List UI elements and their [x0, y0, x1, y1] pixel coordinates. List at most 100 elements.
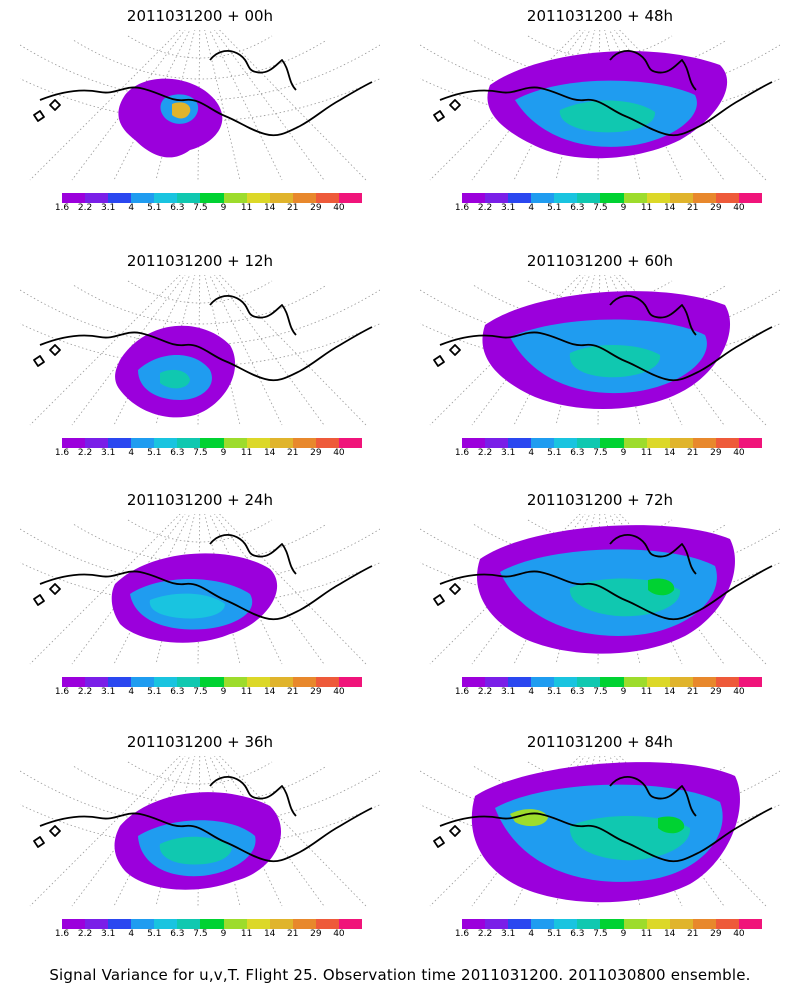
colorbar-segment — [669, 438, 694, 448]
colorbar-tick-label: 5.1 — [147, 448, 162, 458]
colorbar-segment — [554, 677, 578, 687]
colorbar-tick-label: 29 — [310, 448, 322, 458]
colorbar-tick-label: 21 — [687, 203, 699, 213]
polar-map — [20, 275, 380, 426]
panel-title: 2011031200 + 00h — [126, 7, 274, 25]
coastline — [433, 49, 773, 137]
polar-map — [20, 756, 380, 907]
colorbar-segment — [485, 919, 509, 929]
colorbar-segment — [646, 919, 671, 929]
colorbar-tick-label: 21 — [687, 687, 699, 697]
colorbar-tick-label: 1.6 — [454, 448, 470, 458]
colorbar-segment — [554, 438, 578, 448]
colorbar-segment — [131, 677, 155, 687]
colorbar-segment — [623, 677, 648, 687]
colorbar-tick-label: 29 — [710, 929, 722, 939]
colorbar-segment — [715, 438, 740, 448]
colorbar-segment — [669, 193, 694, 203]
colorbar-tick-label: 29 — [710, 687, 722, 697]
panel-title: 2011031200 + 60h — [526, 252, 674, 270]
colorbar-segment — [669, 677, 694, 687]
colorbar-segment — [246, 919, 271, 929]
colorbar-segment — [108, 438, 132, 448]
colorbar — [462, 438, 763, 448]
colorbar-segment — [131, 919, 155, 929]
colorbar-tick-label: 5.1 — [547, 448, 562, 458]
colorbar-segment — [485, 438, 509, 448]
colorbar-segment — [508, 438, 532, 448]
coastline — [33, 533, 373, 621]
colorbar-tick-label: 11 — [240, 687, 253, 697]
variance-contour — [172, 102, 191, 119]
colorbar-tick-label: 9 — [620, 203, 627, 213]
panel-title: 2011031200 + 36h — [126, 733, 274, 751]
colorbar-tick-label: 40 — [333, 929, 345, 939]
polar-map — [20, 514, 380, 665]
panel-title: 2011031200 + 72h — [526, 491, 674, 509]
colorbar-tick-label: 2.2 — [77, 203, 93, 213]
colorbar-tick-label: 2.2 — [477, 203, 493, 213]
variance-field — [111, 553, 278, 643]
colorbar-tick-label: 6.3 — [570, 203, 585, 213]
colorbar-segment — [600, 919, 625, 929]
coastline — [433, 775, 773, 863]
variance-field — [487, 51, 728, 159]
colorbar-segment — [600, 438, 625, 448]
colorbar-tick-label: 6.3 — [170, 203, 185, 213]
colorbar-tick-label: 9 — [620, 687, 627, 697]
colorbar-tick-label: 1.6 — [54, 203, 70, 213]
colorbar — [62, 438, 363, 448]
graticule — [20, 275, 380, 426]
colorbar-segment — [577, 438, 601, 448]
colorbar-segment — [85, 919, 109, 929]
colorbar-tick-label: 7.5 — [193, 687, 208, 697]
colorbar-segment — [462, 919, 486, 929]
colorbar-tick-label: 2.2 — [477, 687, 493, 697]
polar-map — [420, 514, 780, 665]
colorbar-tick-label: 14 — [663, 687, 676, 697]
colorbar-tick-label: 29 — [310, 929, 322, 939]
colorbar-tick-label: 21 — [287, 929, 299, 939]
colorbar-tick-label: 14 — [263, 929, 276, 939]
colorbar-segment — [508, 919, 532, 929]
colorbar-segment — [177, 677, 201, 687]
colorbar-tick-label: 3.1 — [100, 203, 116, 213]
colorbar-segment — [646, 677, 671, 687]
coastline — [33, 294, 373, 382]
coastline — [33, 49, 373, 137]
panel-60h: 2011031200 + 60h 1.6 2.2 3.1 4 5.1 6.3 7.5 9 11 14… — [400, 245, 800, 490]
colorbar-tick-label: 7.5 — [593, 687, 608, 697]
colorbar-tick-label: 40 — [333, 687, 345, 697]
colorbar-tick-label: 11 — [240, 448, 253, 458]
figure-caption: Signal Variance for u,v,T. Flight 25. Ob… — [49, 966, 751, 984]
colorbar-tick-label: 7.5 — [193, 203, 208, 213]
variance-contour — [149, 593, 225, 619]
colorbar-segment — [738, 193, 763, 203]
colorbar-tick-label: 4 — [128, 203, 135, 213]
colorbar-segment — [646, 438, 671, 448]
colorbar-segment — [223, 193, 248, 203]
variance-contour — [648, 578, 675, 596]
colorbar-segment — [692, 919, 717, 929]
colorbar-segment — [485, 677, 509, 687]
colorbar-tick-label: 11 — [640, 448, 653, 458]
colorbar-segment — [85, 677, 109, 687]
colorbar-tick-label: 7.5 — [593, 448, 608, 458]
colorbar-segment — [531, 677, 555, 687]
colorbar-segment — [315, 677, 340, 687]
colorbar-tick-label: 9 — [220, 203, 227, 213]
colorbar-segment — [131, 438, 155, 448]
polar-map — [20, 30, 380, 181]
colorbar-segment — [62, 193, 86, 203]
colorbar-segment — [485, 193, 509, 203]
colorbar-tick-label: 21 — [687, 929, 699, 939]
colorbar-tick-label: 2.2 — [77, 929, 93, 939]
colorbar-segment — [738, 919, 763, 929]
colorbar-tick-label: 1.6 — [454, 687, 470, 697]
colorbar-tick-label: 1.6 — [54, 448, 70, 458]
colorbar-segment — [292, 677, 317, 687]
colorbar-segment — [200, 438, 225, 448]
colorbar-tick-label: 21 — [687, 448, 699, 458]
colorbar-segment — [223, 438, 248, 448]
colorbar-tick-label: 5.1 — [147, 929, 162, 939]
